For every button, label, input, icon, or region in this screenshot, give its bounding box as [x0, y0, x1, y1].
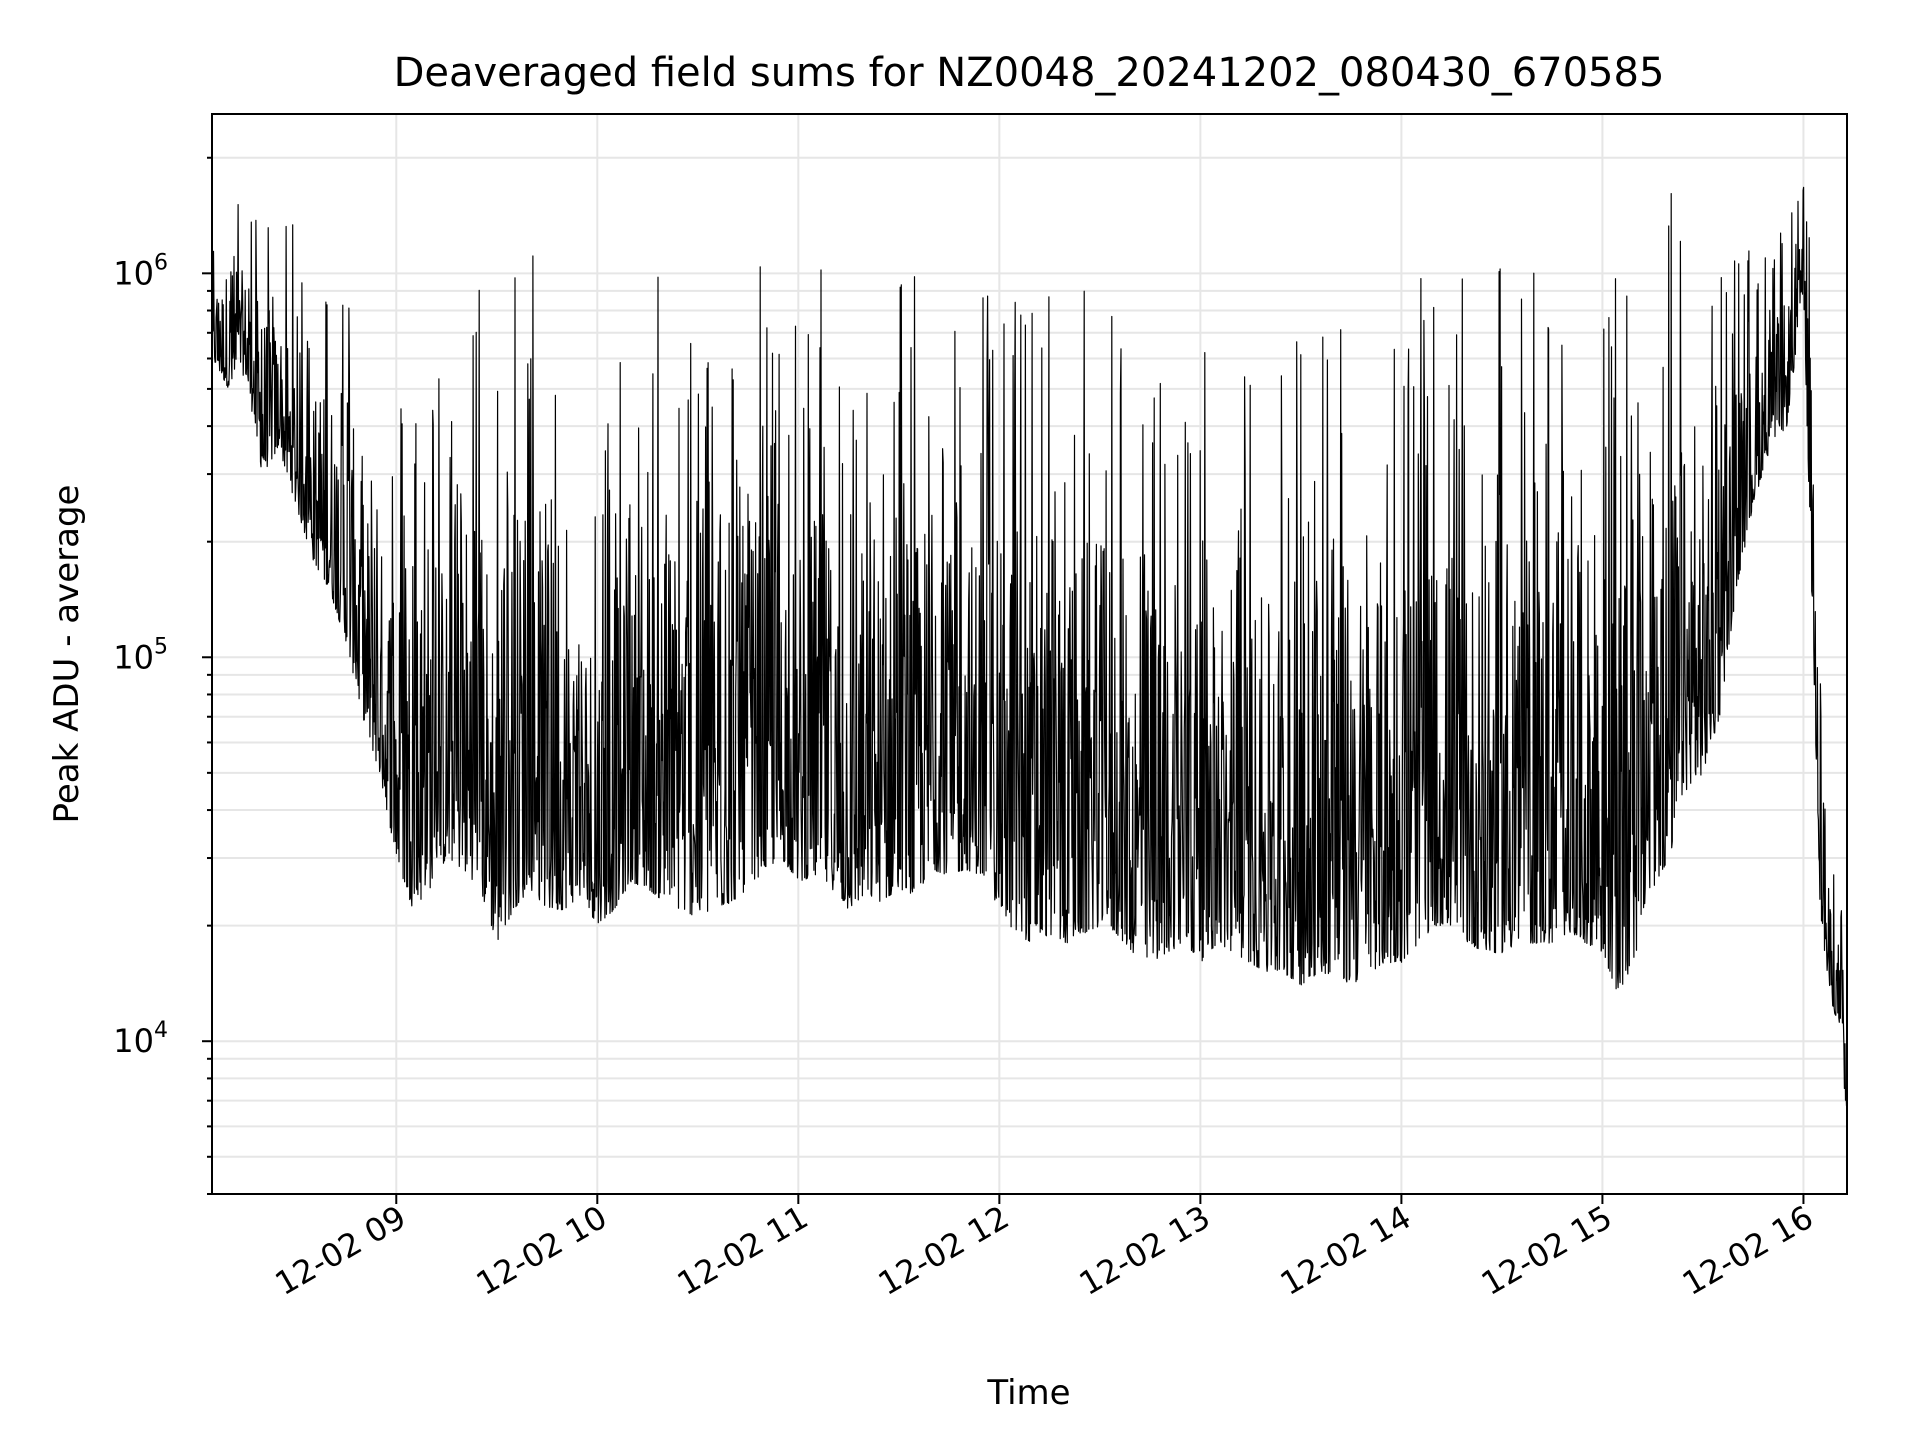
x-tick-label: 12-02 14 — [1274, 1198, 1418, 1303]
plot-frame — [211, 113, 1848, 1195]
series-line — [211, 186, 1848, 1107]
x-tick-label: 12-02 15 — [1475, 1198, 1619, 1303]
x-tick-label: 12-02 10 — [470, 1198, 614, 1303]
y-tick-label: 106 — [113, 250, 168, 292]
y-tick-label-base: 10 — [113, 254, 154, 292]
y-tick-label: 105 — [113, 634, 168, 676]
x-axis-label: Time — [986, 1373, 1070, 1413]
x-tick-label: 12-02 13 — [1073, 1198, 1217, 1303]
x-tick-label: 12-02 11 — [671, 1198, 815, 1303]
y-tick-label-exp: 4 — [154, 1018, 168, 1043]
x-tick-label: 12-02 16 — [1676, 1198, 1820, 1303]
y-tick-label: 104 — [113, 1018, 168, 1060]
y-tick-label-base: 10 — [113, 638, 154, 676]
data-layer — [211, 186, 1848, 1107]
y-tick-label-exp: 6 — [154, 250, 168, 275]
x-tick-label: 12-02 09 — [269, 1198, 413, 1303]
chart-title: Deaveraged field sums for NZ0048_2024120… — [394, 50, 1665, 96]
y-axis-label: Peak ADU - average — [47, 485, 87, 824]
y-tick-label-exp: 5 — [154, 634, 168, 659]
y-tick-label-base: 10 — [113, 1022, 154, 1060]
x-tick-label: 12-02 12 — [872, 1198, 1016, 1303]
